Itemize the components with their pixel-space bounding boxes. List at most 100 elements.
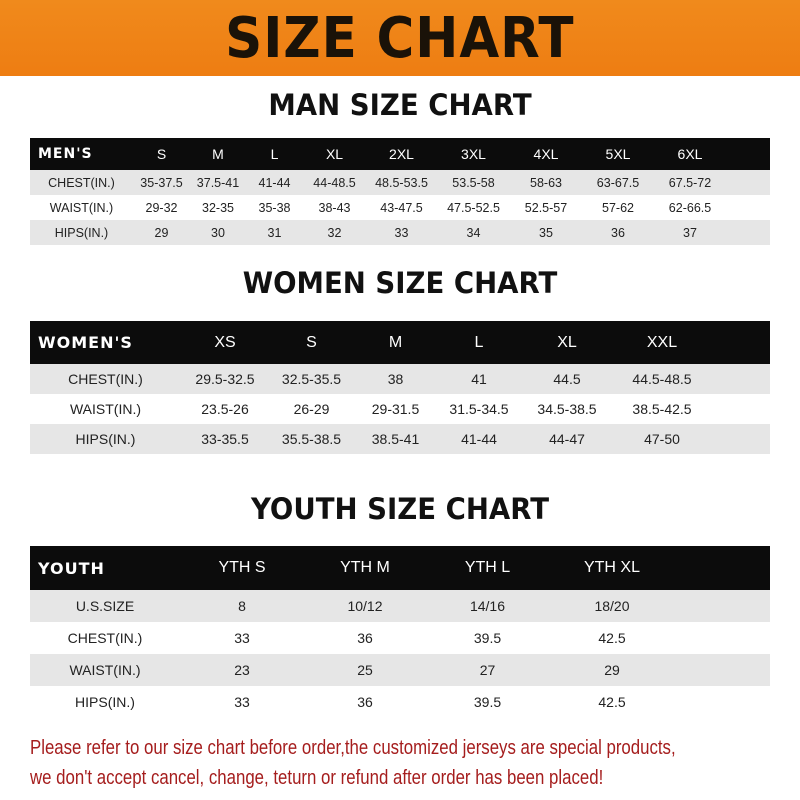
table-cell: 29-32 — [133, 195, 190, 220]
table-corner-label: WOMEN'S — [30, 321, 181, 364]
table-cell: 39.5 — [426, 686, 549, 718]
table-cell: 23.5-26 — [181, 394, 269, 424]
size-header-cell: 5XL — [582, 138, 654, 170]
table-row: CHEST(IN.) 29.5-32.5 32.5-35.5 38 41 44.5 44.5… — [30, 364, 770, 394]
table-cell: 18/20 — [549, 590, 675, 622]
table-row: HIPS(IN.) 33 36 39.5 42.5 — [30, 686, 770, 718]
table-cell: 37.5-41 — [190, 170, 246, 195]
youth-chart-title: YOUTH SIZE CHART — [250, 492, 550, 526]
table-row: WAIST(IN.) 23 25 27 29 — [30, 654, 770, 686]
empty-cell — [675, 622, 770, 654]
empty-cell — [726, 220, 770, 245]
table-cell: 44.5-48.5 — [613, 364, 711, 394]
table-cell: 35.5-38.5 — [269, 424, 354, 454]
empty-cell — [711, 364, 770, 394]
table-cell: 8 — [180, 590, 304, 622]
table-cell: 52.5-57 — [510, 195, 582, 220]
table-cell: 42.5 — [549, 686, 675, 718]
youth-size-table: YOUTH YTH S YTH M YTH L YTH XL U.S.SIZE 8 10/12… — [30, 546, 770, 718]
table-cell: 23 — [180, 654, 304, 686]
row-label: CHEST(IN.) — [30, 170, 133, 195]
banner: SIZE CHART — [0, 0, 800, 76]
table-cell: 47.5-52.5 — [437, 195, 510, 220]
row-label: HIPS(IN.) — [30, 424, 181, 454]
size-header-cell: L — [437, 321, 521, 364]
table-cell: 39.5 — [426, 622, 549, 654]
notice-line-1: Please refer to our size chart before or… — [30, 736, 676, 759]
table-cell: 44.5 — [521, 364, 613, 394]
table-cell: 48.5-53.5 — [366, 170, 437, 195]
table-cell: 27 — [426, 654, 549, 686]
table-row: CHEST(IN.) 35-37.5 37.5-41 41-44 44-48.5 48.5… — [30, 170, 770, 195]
size-header-cell: YTH XL — [549, 546, 675, 590]
table-header-row: WOMEN'S XS S M L XL XXL — [30, 321, 770, 364]
empty-cell — [675, 654, 770, 686]
table-cell: 41-44 — [437, 424, 521, 454]
women-chart-title: WOMEN SIZE CHART — [242, 266, 558, 300]
size-header-cell: L — [246, 138, 303, 170]
size-header-cell: 3XL — [437, 138, 510, 170]
table-cell: 62-66.5 — [654, 195, 726, 220]
table-cell: 38.5-41 — [354, 424, 437, 454]
size-header-cell: XXL — [613, 321, 711, 364]
table-cell: 33 — [180, 686, 304, 718]
table-header-row: MEN'S S M L XL 2XL 3XL 4XL 5XL 6XL — [30, 138, 770, 170]
table-cell: 53.5-58 — [437, 170, 510, 195]
table-cell: 32-35 — [190, 195, 246, 220]
table-cell: 38-43 — [303, 195, 366, 220]
size-header-cell: YTH L — [426, 546, 549, 590]
table-cell: 25 — [304, 654, 426, 686]
empty-cell — [726, 170, 770, 195]
size-header-cell: XL — [521, 321, 613, 364]
table-cell: 33 — [180, 622, 304, 654]
empty-cell — [675, 590, 770, 622]
table-cell: 37 — [654, 220, 726, 245]
table-row: U.S.SIZE 8 10/12 14/16 18/20 — [30, 590, 770, 622]
table-header-row: YOUTH YTH S YTH M YTH L YTH XL — [30, 546, 770, 590]
table-row: WAIST(IN.) 29-32 32-35 35-38 38-43 43-47.5 47.… — [30, 195, 770, 220]
table-cell: 35-37.5 — [133, 170, 190, 195]
table-cell: 31.5-34.5 — [437, 394, 521, 424]
table-row: WAIST(IN.) 23.5-26 26-29 29-31.5 31.5-34.5 34… — [30, 394, 770, 424]
table-cell: 31 — [246, 220, 303, 245]
men-size-table: MEN'S S M L XL 2XL 3XL 4XL 5XL 6XL CHEST(IN.) 35-37… — [30, 138, 770, 245]
table-cell: 36 — [304, 622, 426, 654]
size-header-cell: YTH M — [304, 546, 426, 590]
table-cell: 10/12 — [304, 590, 426, 622]
table-row: HIPS(IN.) 29 30 31 32 33 34 35 36 37 — [30, 220, 770, 245]
table-cell: 38.5-42.5 — [613, 394, 711, 424]
table-cell: 35-38 — [246, 195, 303, 220]
table-cell: 44-47 — [521, 424, 613, 454]
table-cell: 44-48.5 — [303, 170, 366, 195]
notice-line-2: we don't accept cancel, change, teturn o… — [30, 766, 604, 789]
table-cell: 26-29 — [269, 394, 354, 424]
empty-cell — [675, 546, 770, 590]
table-cell: 42.5 — [549, 622, 675, 654]
empty-cell — [675, 686, 770, 718]
table-cell: 38 — [354, 364, 437, 394]
table-cell: 29.5-32.5 — [181, 364, 269, 394]
women-size-table: WOMEN'S XS S M L XL XXL CHEST(IN.) 29.5-32.5 32.5… — [30, 321, 770, 454]
table-cell: 29-31.5 — [354, 394, 437, 424]
size-header-cell: S — [269, 321, 354, 364]
empty-cell — [726, 138, 770, 170]
empty-cell — [726, 195, 770, 220]
table-cell: 34.5-38.5 — [521, 394, 613, 424]
table-cell: 35 — [510, 220, 582, 245]
table-cell: 33-35.5 — [181, 424, 269, 454]
row-label: U.S.SIZE — [30, 590, 180, 622]
table-cell: 36 — [582, 220, 654, 245]
row-label: WAIST(IN.) — [30, 654, 180, 686]
table-cell: 67.5-72 — [654, 170, 726, 195]
table-corner-label: YOUTH — [30, 546, 180, 590]
table-cell: 58-63 — [510, 170, 582, 195]
table-cell: 41-44 — [246, 170, 303, 195]
table-cell: 34 — [437, 220, 510, 245]
table-cell: 47-50 — [613, 424, 711, 454]
size-header-cell: 2XL — [366, 138, 437, 170]
table-cell: 36 — [304, 686, 426, 718]
empty-cell — [711, 394, 770, 424]
table-row: HIPS(IN.) 33-35.5 35.5-38.5 38.5-41 41-44 44-… — [30, 424, 770, 454]
table-cell: 63-67.5 — [582, 170, 654, 195]
row-label: HIPS(IN.) — [30, 220, 133, 245]
